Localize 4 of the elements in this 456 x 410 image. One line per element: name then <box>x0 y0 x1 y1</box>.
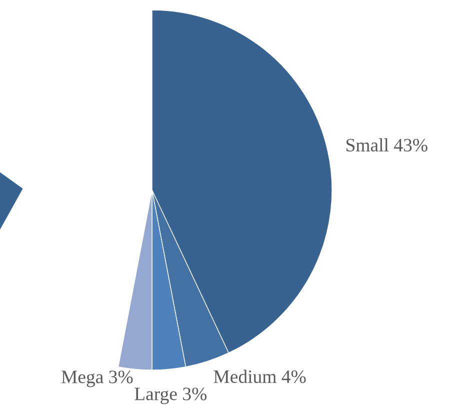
slice-label: Medium 4% <box>214 370 306 384</box>
slice-label: Small 43% <box>346 138 428 152</box>
slice-label: Large 3% <box>134 388 207 404</box>
slice-label: Mega 3% <box>62 370 133 388</box>
